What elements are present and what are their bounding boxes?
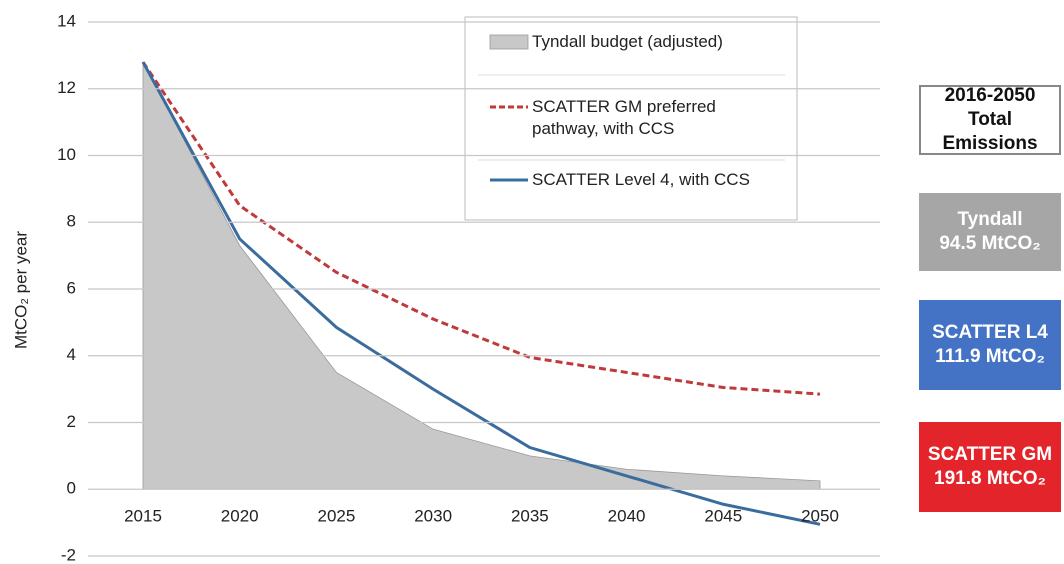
total-label: 111.9 MtCO₂ [935,346,1045,367]
legend-label: SCATTER GM preferred pathway, with CCS [532,97,716,138]
x-tick-label: 2030 [414,507,452,526]
y-tick-label: 12 [57,78,76,97]
totals-title: 2016-2050 Total Emissions [919,85,1061,155]
y-tick-label: 10 [57,145,76,164]
y-tick-label: 2 [67,412,76,431]
y-tick-label: -2 [61,545,76,564]
y-tick-label: 14 [57,11,76,30]
total-box: Tyndall 94.5 MtCO₂ [919,193,1061,271]
line [141,61,821,396]
legend-box [464,16,798,221]
legend-label: SCATTER Level 4, with CCS [532,170,750,189]
x-tick-label: 2050 [801,507,839,526]
total-text: SCATTER L4 111.9 MtCO₂ [932,321,1048,369]
x-tick-label: 2040 [608,507,646,526]
x-tick-label: 2035 [511,507,549,526]
x-tick-label: 2015 [124,507,162,526]
legend-label: Tyndall budget (adjusted) [532,32,723,51]
total-box: SCATTER L4 111.9 MtCO₂ [919,300,1061,390]
x-tick-label: 2045 [704,507,742,526]
y-tick-label: 6 [67,278,76,297]
x-tick-label: 2020 [221,507,259,526]
legend-swatch [489,34,529,50]
total-box: SCATTER GM 191.8 MtCO₂ [919,422,1061,512]
line [141,61,821,526]
y-tick-label: 8 [67,212,76,231]
total-name: SCATTER GM [927,444,1053,465]
y-axis-label: MtCO₂ per year [11,231,30,349]
total-name: SCATTER L4 [932,322,1048,343]
y-tick-label: 4 [67,345,76,364]
y-tick-label: 0 [67,479,76,498]
total-name: Tyndall [957,209,1023,230]
total-text: Tyndall 94.5 MtCO₂ [939,208,1040,256]
total-label: 191.8 MtCO₂ [934,468,1046,489]
total-text: SCATTER GM 191.8 MtCO₂ [928,443,1052,491]
total-label: 94.5 MtCO₂ [939,233,1041,254]
x-tick-label: 2025 [318,507,356,526]
